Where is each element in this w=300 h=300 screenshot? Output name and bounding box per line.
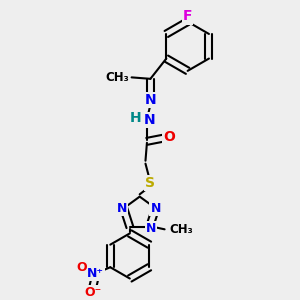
Text: N: N — [145, 93, 156, 107]
Text: CH₃: CH₃ — [169, 223, 193, 236]
Text: N: N — [146, 222, 156, 235]
Text: F: F — [183, 9, 192, 23]
Text: N: N — [117, 202, 128, 215]
Text: O⁻: O⁻ — [84, 286, 101, 299]
Text: O: O — [163, 130, 175, 144]
Text: N: N — [151, 202, 161, 215]
Text: S: S — [146, 176, 155, 190]
Text: N: N — [143, 113, 155, 127]
Text: N⁺: N⁺ — [87, 266, 104, 280]
Text: H: H — [130, 111, 142, 125]
Text: CH₃: CH₃ — [106, 71, 129, 84]
Text: O: O — [76, 261, 87, 274]
